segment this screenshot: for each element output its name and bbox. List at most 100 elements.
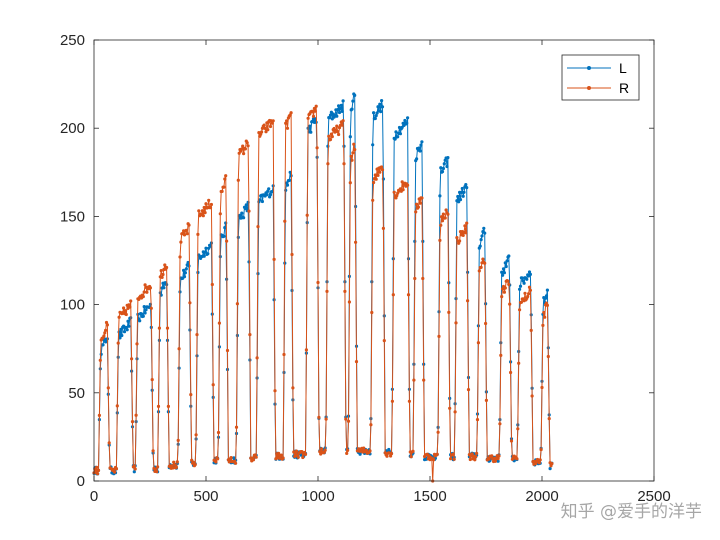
data-point [440, 219, 445, 223]
data-point [498, 422, 502, 426]
data-point [466, 388, 471, 392]
data-point [499, 353, 503, 357]
data-point [296, 455, 300, 459]
data-point [142, 290, 146, 294]
data-point [372, 180, 376, 185]
data-point [335, 124, 339, 128]
data-point [394, 130, 398, 134]
y-tick-label: 50 [68, 385, 85, 402]
legend-marker-l [587, 66, 591, 70]
x-tick-label: 2500 [637, 488, 670, 505]
data-point [439, 166, 443, 170]
data-point [336, 130, 340, 134]
data-point [190, 458, 194, 462]
data-point [458, 198, 463, 202]
data-point [186, 260, 190, 265]
data-point [420, 140, 424, 144]
data-point [537, 461, 541, 465]
data-point [236, 178, 240, 182]
data-point [478, 244, 482, 248]
data-point [457, 200, 461, 204]
data-point [187, 223, 191, 227]
data-point [242, 216, 246, 220]
data-point [132, 470, 136, 474]
data-point [438, 194, 442, 198]
data-point [406, 293, 411, 297]
data-point [133, 467, 137, 471]
data-point [176, 438, 180, 442]
x-tick-label: 0 [90, 488, 98, 505]
data-point [444, 208, 448, 212]
data-point [347, 300, 351, 304]
data-point [196, 232, 200, 236]
data-point [125, 328, 129, 332]
data-point [155, 470, 159, 474]
data-point [156, 404, 161, 408]
data-point [340, 123, 344, 127]
data-point [227, 460, 231, 464]
data-point [272, 257, 276, 261]
data-point [104, 320, 109, 325]
data-point [481, 257, 485, 261]
data-point [185, 232, 189, 236]
data-point [177, 347, 181, 351]
data-point [337, 104, 341, 108]
data-point [216, 457, 220, 461]
data-point [458, 239, 462, 243]
data-point [171, 466, 175, 470]
data-point [518, 287, 522, 291]
data-point [262, 123, 266, 127]
data-point [204, 246, 208, 250]
series-layer [92, 92, 554, 483]
data-point [224, 174, 228, 178]
data-point [348, 181, 352, 185]
data-point [371, 198, 375, 202]
data-point [373, 116, 377, 121]
data-point [405, 121, 409, 125]
data-point [483, 231, 487, 235]
data-point [380, 99, 384, 103]
data-point [338, 106, 342, 111]
data-point [541, 323, 545, 327]
data-point [390, 399, 394, 403]
data-point [303, 452, 308, 456]
data-point [432, 458, 436, 462]
data-point [320, 447, 324, 451]
data-point [327, 134, 331, 138]
data-point [413, 276, 417, 281]
data-point [248, 333, 252, 337]
data-point [351, 151, 355, 155]
data-point [118, 336, 122, 340]
legend: L R [561, 54, 640, 101]
data-point [97, 413, 101, 417]
data-point [203, 250, 207, 254]
data-point [96, 472, 100, 476]
legend-label-r: R [619, 80, 629, 96]
x-tick-label: 500 [193, 488, 218, 505]
data-point [527, 292, 531, 296]
data-point [465, 186, 469, 190]
data-point [496, 459, 500, 463]
data-point [503, 286, 507, 290]
data-point [461, 194, 465, 198]
data-point [277, 451, 281, 455]
data-point [341, 99, 345, 103]
data-point [175, 460, 179, 464]
data-point [122, 330, 127, 334]
data-point [115, 404, 119, 408]
data-point [411, 449, 415, 453]
data-point [374, 177, 378, 181]
axes-box [93, 39, 655, 482]
data-point [440, 215, 444, 219]
data-point [119, 327, 123, 331]
data-point [466, 299, 470, 303]
data-point [396, 191, 400, 195]
x-tick-label: 1500 [413, 488, 446, 505]
data-point [329, 132, 333, 136]
data-point [542, 310, 546, 315]
data-point [526, 294, 530, 299]
data-point [285, 119, 289, 123]
data-point [149, 306, 153, 310]
data-point [437, 334, 441, 338]
data-point [515, 457, 519, 461]
